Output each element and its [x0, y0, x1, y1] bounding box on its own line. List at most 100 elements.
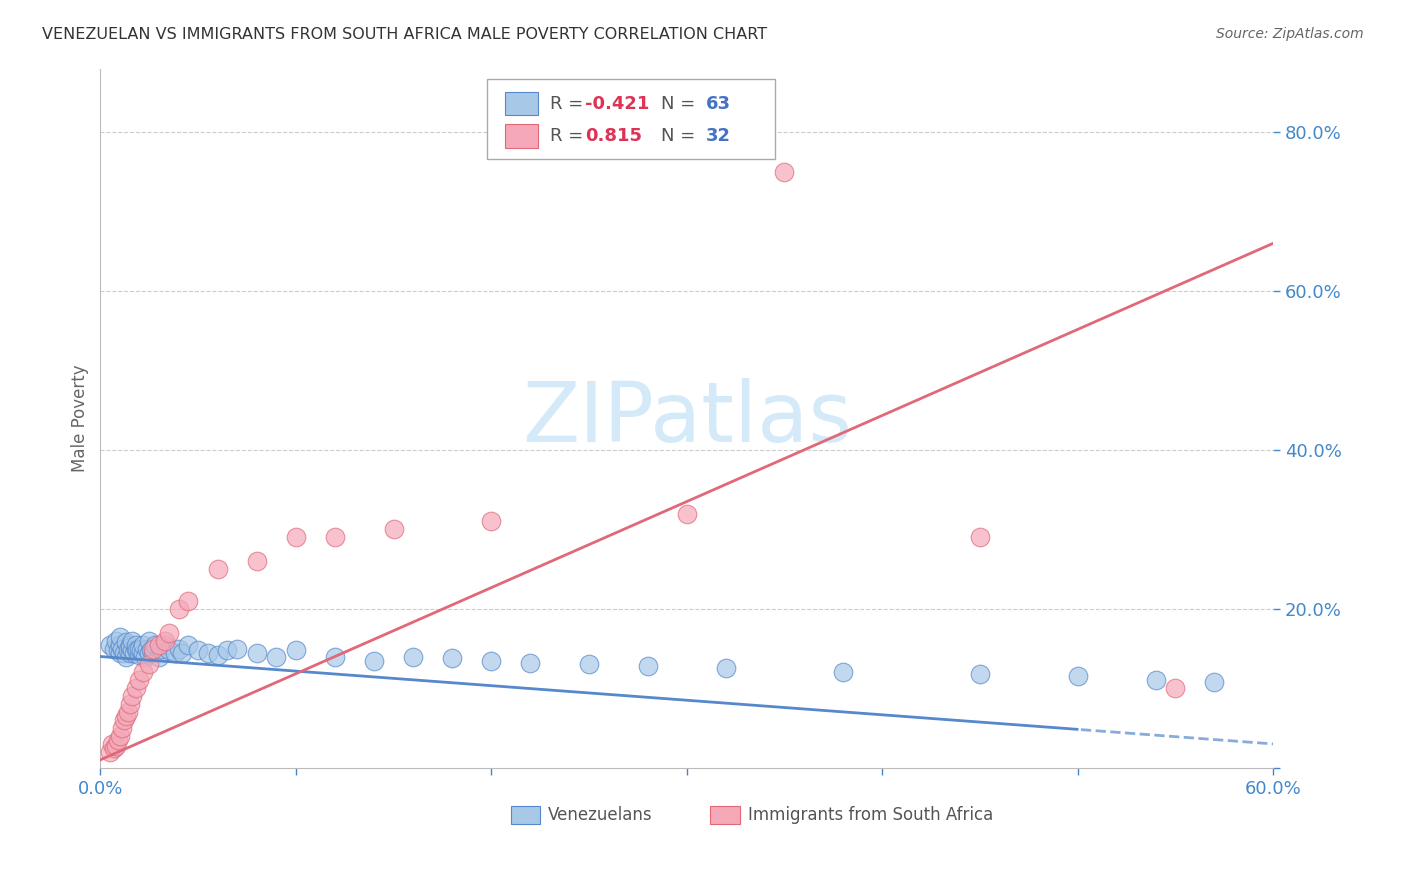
Point: [246, 646, 269, 660]
Point: [108, 630, 131, 644]
Point: [138, 633, 160, 648]
Point: [104, 739, 127, 753]
Point: [284, 530, 307, 544]
Point: [124, 638, 146, 652]
Point: [157, 643, 180, 657]
Point: [118, 697, 141, 711]
Point: [148, 638, 170, 652]
Point: [969, 530, 991, 544]
Point: [122, 646, 145, 660]
Point: [132, 638, 155, 652]
Point: [284, 643, 307, 657]
Point: [128, 641, 150, 656]
Text: Source: ZipAtlas.com: Source: ZipAtlas.com: [1216, 27, 1364, 41]
Point: [118, 638, 141, 652]
Point: [217, 643, 239, 657]
Point: [1164, 681, 1187, 696]
Point: [479, 653, 502, 667]
Point: [111, 641, 134, 656]
Point: [103, 641, 125, 656]
Point: [108, 646, 131, 660]
Point: [519, 656, 541, 670]
Point: [157, 625, 180, 640]
Point: [153, 638, 176, 652]
Point: [207, 648, 229, 662]
Text: N =: N =: [661, 95, 702, 113]
Point: [114, 649, 136, 664]
Text: R =: R =: [550, 95, 589, 113]
Point: [142, 641, 165, 656]
Point: [1204, 675, 1226, 690]
Point: [441, 651, 464, 665]
Point: [143, 638, 166, 652]
Point: [132, 665, 155, 680]
Point: [121, 633, 143, 648]
Point: [132, 646, 155, 660]
Point: [969, 667, 991, 681]
Point: [104, 633, 127, 648]
Text: 63: 63: [706, 95, 731, 113]
Point: [149, 641, 172, 656]
Y-axis label: Male Poverty: Male Poverty: [72, 364, 89, 472]
Point: [207, 562, 229, 576]
Point: [402, 649, 425, 664]
Point: [136, 641, 159, 656]
Point: [117, 705, 139, 719]
Point: [138, 646, 160, 660]
Point: [114, 709, 136, 723]
Point: [101, 737, 124, 751]
Point: [264, 649, 287, 664]
Point: [226, 641, 249, 656]
Point: [832, 665, 855, 680]
Point: [382, 522, 405, 536]
Point: [128, 648, 150, 662]
Point: [108, 729, 131, 743]
Point: [111, 721, 134, 735]
Point: [114, 635, 136, 649]
Point: [167, 602, 190, 616]
Point: [177, 638, 200, 652]
Point: [187, 643, 209, 657]
Point: [323, 530, 346, 544]
Point: [118, 646, 141, 660]
Point: [134, 649, 156, 664]
Point: [578, 657, 600, 672]
Point: [197, 646, 219, 660]
Point: [107, 733, 129, 747]
Point: [103, 740, 125, 755]
Point: [163, 646, 186, 660]
Point: [124, 641, 146, 656]
Point: [172, 646, 194, 660]
Text: N =: N =: [661, 128, 702, 145]
Point: [98, 745, 121, 759]
FancyBboxPatch shape: [710, 806, 740, 823]
Point: [323, 649, 346, 664]
Point: [121, 690, 143, 704]
Text: -0.421: -0.421: [585, 95, 650, 113]
Text: ZIPatlas: ZIPatlas: [522, 377, 852, 458]
Text: Venezuelans: Venezuelans: [548, 806, 652, 824]
FancyBboxPatch shape: [505, 92, 537, 115]
Point: [153, 633, 176, 648]
Point: [108, 638, 131, 652]
Text: 0.815: 0.815: [585, 128, 641, 145]
Text: 32: 32: [706, 128, 731, 145]
Point: [714, 661, 737, 675]
Point: [121, 643, 143, 657]
Point: [98, 638, 121, 652]
Point: [141, 643, 163, 657]
Point: [117, 643, 139, 657]
Point: [142, 646, 165, 660]
Point: [107, 643, 129, 657]
Point: [131, 643, 153, 657]
Point: [138, 657, 160, 672]
Point: [1144, 673, 1167, 688]
Point: [128, 673, 150, 688]
Point: [118, 640, 141, 654]
Point: [773, 165, 796, 179]
Point: [112, 713, 135, 727]
Point: [177, 594, 200, 608]
FancyBboxPatch shape: [488, 79, 775, 160]
FancyBboxPatch shape: [510, 806, 540, 823]
Point: [167, 641, 190, 656]
